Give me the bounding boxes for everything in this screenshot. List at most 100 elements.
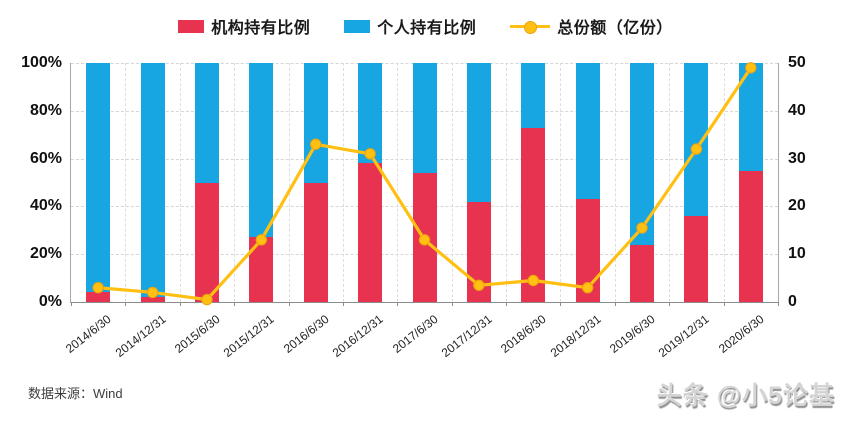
vertical-gridline [560,63,562,302]
left-axis-tick-label: 80% [29,101,62,119]
vertical-gridline [397,63,399,302]
vertical-gridline [506,63,508,302]
line-data-point [473,279,485,291]
vertical-gridline [179,63,181,302]
vertical-gridline [614,63,616,302]
stacked-bar [466,63,491,302]
x-axis-tick [723,302,725,306]
line-data-point [146,286,159,299]
bar-segment-institutional [521,127,546,302]
stacked-bar [575,63,600,302]
bar-segment-institutional [194,182,219,302]
x-axis-tick [669,302,671,306]
x-axis-category-label: 2015/6/30 [171,312,223,356]
bar-segment-institutional [140,297,165,302]
x-axis-category-label: 2016/12/31 [329,312,386,361]
watermark: 头条 @小5论基 [656,382,835,410]
stacked-bar [194,63,219,302]
bar-segment-institutional [684,215,709,302]
line-data-point [255,234,268,246]
stacked-bar [140,63,165,302]
x-axis-tick [288,302,290,306]
left-axis-tick-label: 40% [29,197,62,215]
right-axis-tick-label: 40 [788,101,806,119]
bar-segment-individual [194,63,219,183]
line-marker-icon [510,20,551,34]
vertical-gridline [234,63,236,302]
line-data-point [527,274,539,287]
line-data-point [690,143,703,155]
left-axis-tick-label: 100% [21,54,62,71]
right-axis-tick-label: 30 [788,149,806,167]
line-data-point [636,222,648,234]
individual-swatch-icon [344,19,371,33]
x-axis-tick [614,302,616,306]
x-axis-tick [560,302,562,306]
line-data-point [92,281,104,294]
x-axis-category-label: 2018/6/30 [498,312,549,356]
bar-segment-institutional [86,292,111,302]
line-data-point [201,293,213,306]
plot-area [70,62,779,306]
bar-segment-institutional [358,163,383,302]
line-data-point [418,234,431,246]
x-axis-category-label: 2019/6/30 [606,312,658,356]
stacked-bar [521,63,546,302]
bar-segment-institutional [630,244,655,302]
bar-segment-individual [521,63,546,128]
stacked-bar [738,63,763,302]
x-axis-tick [71,302,72,306]
legend-item-institutional: 机构持有比例 [178,14,310,38]
vertical-gridline [669,63,671,302]
legend-item-total-shares: 总份额（亿份） [510,14,673,38]
left-axis-tick-label: 20% [29,245,62,263]
bar-segment-individual [303,63,328,183]
x-axis-category-label: 2017/6/30 [389,312,441,356]
right-axis-tick-label: 0 [788,293,797,310]
x-axis-category-label: 2020/6/30 [715,312,767,356]
line-data-point [364,148,376,160]
right-axis-tick-label: 10 [788,245,806,263]
institutional-swatch-icon [178,19,205,33]
x-axis-category-label: 2016/6/30 [280,312,332,356]
vertical-gridline [288,63,290,302]
vertical-gridline [125,63,127,302]
x-axis-tick [342,302,344,306]
data-source-note: 数据来源：Wind [28,386,123,401]
bar-segment-individual [412,63,437,173]
x-axis-tick [778,302,779,306]
x-axis-tick [506,302,508,306]
vertical-gridline [723,63,725,302]
x-axis-category-label: 2015/12/31 [221,312,277,361]
bar-segment-individual [466,63,491,202]
x-axis-category-label: 2014/6/30 [63,312,114,356]
x-axis-tick [125,302,127,306]
bar-segment-individual [140,63,165,298]
stacked-bar [412,63,437,302]
stacked-bar [358,63,383,302]
chart-legend: 机构持有比例 个人持有比例 总份额（亿份） [0,14,851,38]
legend-label-individual: 个人持有比例 [377,20,477,37]
x-axis-tick [179,302,181,306]
bar-segment-institutional [303,182,328,302]
legend-item-individual: 个人持有比例 [344,14,476,38]
legend-label-institutional: 机构持有比例 [211,20,311,37]
bar-segment-individual [575,63,600,200]
right-axis-tick-label: 50 [788,54,806,71]
x-axis-tick [451,302,453,306]
bar-segment-institutional [738,170,763,302]
x-axis-category-label: 2017/12/31 [438,312,495,361]
x-axis-category-label: 2019/12/31 [656,312,713,361]
line-data-point [581,281,594,294]
bar-segment-individual [358,63,383,164]
x-axis-tick [234,302,236,306]
bar-segment-individual [249,63,274,238]
right-axis-tick-label: 20 [788,197,806,215]
vertical-gridline [451,63,453,302]
left-axis-tick-label: 60% [29,149,62,167]
left-axis-tick-label: 0% [38,293,62,310]
line-data-point [310,138,322,150]
stacked-bar [86,63,111,302]
x-axis-category-label: 2018/12/31 [547,312,604,361]
